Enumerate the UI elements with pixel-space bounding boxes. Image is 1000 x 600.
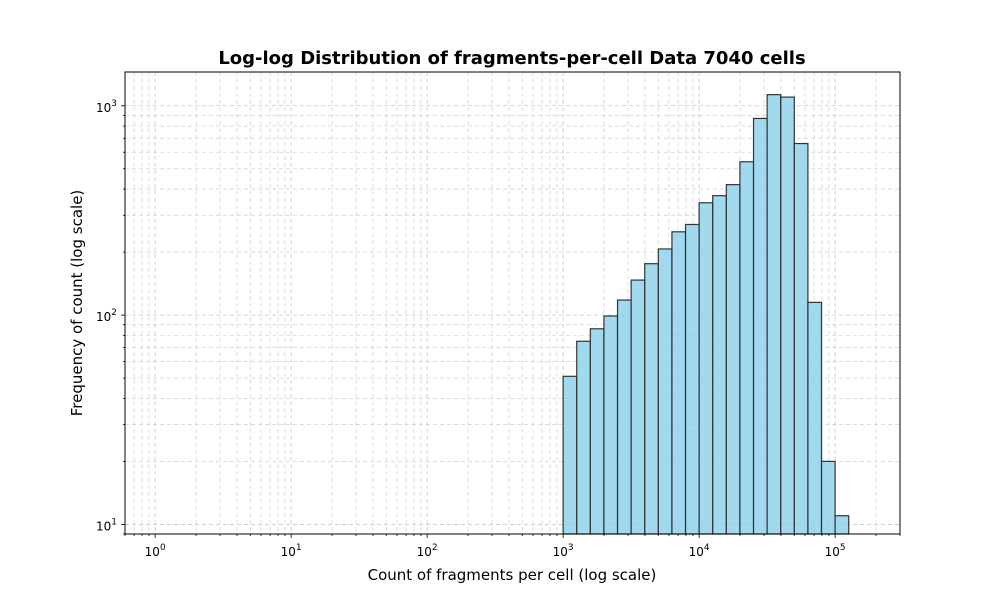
x-tick-label: 100	[145, 543, 166, 559]
histogram-bar	[725, 184, 741, 535]
histogram-bar	[780, 96, 795, 535]
histogram-bar	[616, 299, 632, 535]
x-axis-label: Count of fragments per cell (log scale)	[368, 566, 657, 584]
histogram-bar	[684, 223, 700, 535]
y-tick-label: 103	[96, 99, 117, 115]
histogram-bar	[657, 248, 673, 535]
histogram-bar	[671, 231, 687, 535]
histogram-bar	[752, 117, 768, 535]
x-tick-label: 105	[825, 543, 846, 559]
x-tick-label: 103	[553, 543, 574, 559]
bars-group	[562, 94, 850, 535]
histogram-bar	[603, 315, 619, 535]
x-tick-label: 102	[417, 543, 438, 559]
histogram-bar	[712, 195, 727, 535]
chart-title: Log-log Distribution of fragments-per-ce…	[218, 48, 805, 69]
y-axis-label: Frequency of count (log scale)	[68, 190, 86, 417]
histogram-bar	[739, 161, 755, 535]
histogram-bar	[576, 340, 591, 535]
x-tick-label: 101	[281, 543, 302, 559]
x-tick-label: 104	[689, 543, 710, 559]
histogram-bar	[562, 375, 578, 535]
histogram-bar	[807, 301, 823, 535]
plot-frame	[124, 71, 901, 535]
histogram-bar	[698, 202, 714, 535]
histogram-bar	[766, 94, 782, 535]
histogram-bar	[820, 460, 836, 535]
histogram-bar	[793, 142, 809, 535]
histogram-bar	[630, 279, 646, 535]
histogram-bar	[644, 263, 659, 535]
histogram-bar	[834, 515, 850, 535]
y-tick-label: 101	[96, 517, 117, 533]
y-tick-label: 102	[96, 308, 117, 324]
histogram-bar	[589, 328, 605, 535]
